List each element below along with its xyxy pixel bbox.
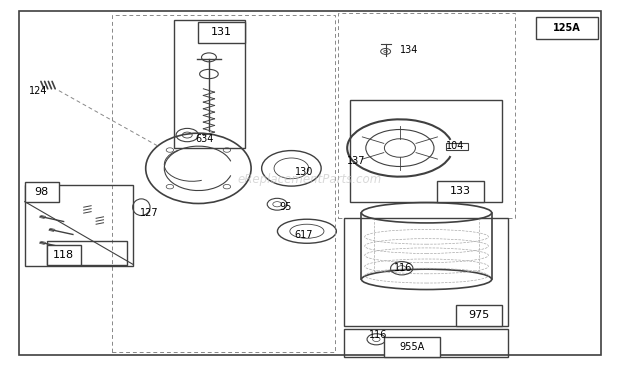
Bar: [198, 22, 245, 43]
Text: 975: 975: [468, 310, 490, 320]
Bar: [536, 17, 598, 39]
Text: 617: 617: [294, 230, 313, 240]
Bar: [46, 245, 81, 265]
Bar: [344, 218, 508, 326]
Text: 95: 95: [279, 202, 291, 212]
Bar: [25, 185, 133, 266]
Bar: [384, 337, 440, 357]
Text: 137: 137: [347, 156, 366, 166]
Text: eReplacementParts.com: eReplacementParts.com: [238, 173, 382, 186]
Text: 118: 118: [53, 250, 74, 260]
Bar: [344, 329, 508, 357]
Bar: [25, 182, 59, 202]
Text: 955A: 955A: [400, 342, 425, 352]
Text: 634: 634: [195, 134, 214, 144]
Bar: [446, 143, 468, 150]
Text: 116: 116: [394, 263, 412, 273]
Text: 124: 124: [29, 85, 47, 96]
Text: 133: 133: [450, 186, 471, 196]
Bar: [338, 13, 515, 218]
Bar: [456, 305, 502, 326]
Text: 130: 130: [294, 167, 313, 177]
Text: 104: 104: [446, 141, 465, 151]
Bar: [350, 100, 502, 202]
Bar: [112, 15, 335, 352]
Text: 127: 127: [140, 208, 158, 218]
Bar: [174, 20, 245, 148]
Bar: [437, 181, 484, 202]
Text: 134: 134: [400, 45, 419, 55]
Text: 131: 131: [211, 27, 232, 37]
Bar: [46, 240, 127, 265]
Text: 116: 116: [369, 330, 388, 340]
Text: 125A: 125A: [554, 23, 581, 33]
Text: 98: 98: [35, 187, 49, 197]
